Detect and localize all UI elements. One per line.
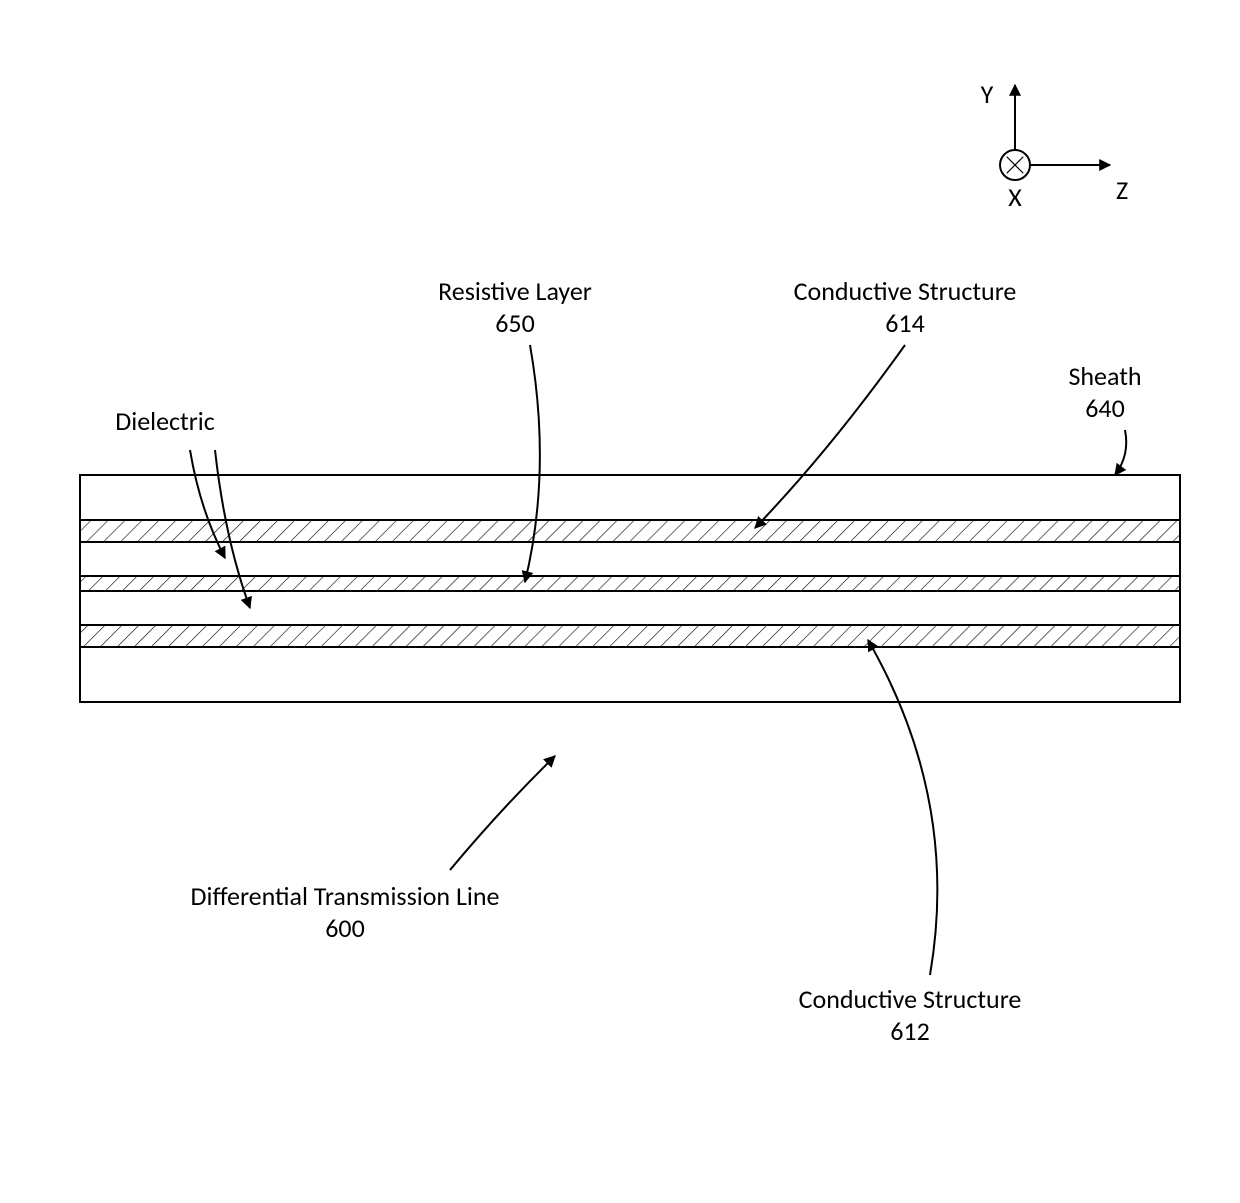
- callout-sheath-arrow-0: [1115, 430, 1126, 475]
- y-axis-label: Y: [981, 78, 994, 110]
- callout-differential-transmission-line: Differential Transmission Line600: [191, 756, 555, 944]
- callout-conductive-structure-614-label-line-0: Conductive Structure: [794, 275, 1017, 307]
- callout-conductive-structure-612-label-line-0: Conductive Structure: [799, 983, 1022, 1015]
- x-axis-label: X: [1008, 181, 1022, 213]
- callout-conductive-structure-612-arrow-0: [868, 640, 937, 975]
- layer-resistive-650: [80, 576, 1180, 591]
- coordinate-axes: [1000, 85, 1110, 180]
- callout-differential-transmission-line-arrow-0: [450, 756, 555, 870]
- layer-sheath-top: [80, 475, 1180, 520]
- z-axis-label: Z: [1116, 174, 1128, 206]
- callout-resistive-layer-label-line-0: Resistive Layer: [438, 275, 592, 307]
- callout-conductive-structure-614-label-line-1: 614: [885, 307, 925, 339]
- callout-dielectric-label-line-0: Dielectric: [115, 405, 215, 437]
- callout-differential-transmission-line-label-line-1: 600: [325, 912, 365, 944]
- callout-resistive-layer-label-line-1: 650: [495, 307, 535, 339]
- layered-structure: [80, 475, 1180, 702]
- layer-conductive-612: [80, 625, 1180, 647]
- callout-conductive-structure-612-label-line-1: 612: [890, 1015, 930, 1047]
- callout-sheath-label-line-1: 640: [1085, 392, 1125, 424]
- layer-sheath-bottom: [80, 647, 1180, 702]
- callout-differential-transmission-line-label-line-0: Differential Transmission Line: [191, 880, 500, 912]
- callout-conductive-structure-614: Conductive Structure614: [755, 275, 1016, 528]
- callout-resistive-layer-arrow-0: [525, 345, 540, 582]
- layer-conductive-614: [80, 520, 1180, 542]
- callout-conductive-structure-614-arrow-0: [755, 345, 905, 528]
- callout-sheath: Sheath640: [1068, 360, 1141, 475]
- callout-sheath-label-line-0: Sheath: [1068, 360, 1141, 392]
- layer-dielectric-upper: [80, 542, 1180, 576]
